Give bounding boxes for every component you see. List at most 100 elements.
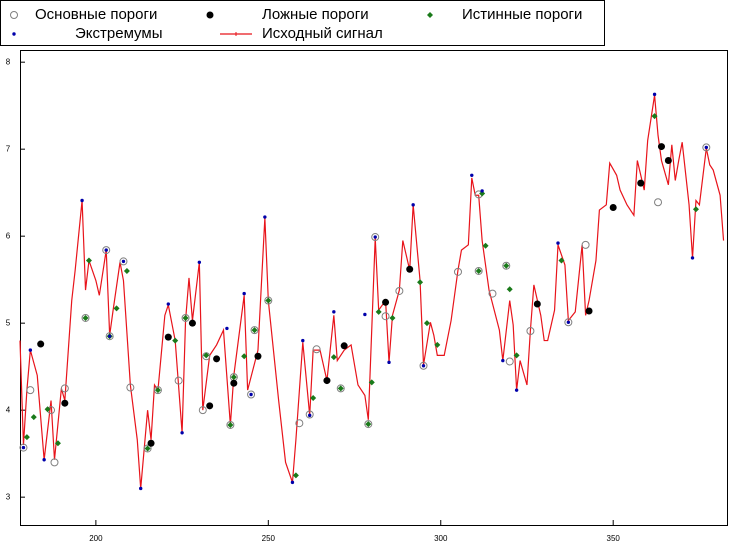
threshold-point [174, 376, 183, 385]
threshold-point [505, 357, 514, 366]
threshold-point [381, 312, 390, 321]
true-threshold-point [154, 387, 161, 394]
false-threshold-point [340, 342, 348, 350]
extremum-point [290, 480, 295, 485]
extremum-point [12, 32, 16, 36]
false-threshold-point [533, 300, 541, 308]
true-threshold-point [337, 385, 344, 392]
true-threshold-point [365, 421, 372, 428]
true-threshold-point [479, 190, 486, 197]
x-tick-label: 250 [262, 534, 276, 543]
true-threshold-point [44, 406, 51, 413]
threshold-point [105, 332, 114, 341]
extremum-point [421, 364, 426, 368]
extremum-point [301, 338, 305, 343]
true-threshold-point [227, 421, 234, 428]
true-threshold-point [123, 267, 130, 274]
true-threshold-point [54, 440, 61, 447]
threshold-point [102, 246, 111, 255]
true-threshold-point [251, 327, 258, 334]
true-threshold-point [692, 206, 699, 213]
extremum-point [411, 203, 415, 207]
false-threshold-point [382, 298, 390, 306]
legend-label: Исходный сигнал [262, 25, 383, 42]
false-threshold-point [61, 399, 69, 407]
extremum-point [332, 310, 336, 314]
true-threshold-point [475, 267, 482, 274]
threshold-point [81, 313, 90, 322]
threshold-point [702, 143, 711, 152]
extremum-point [307, 413, 312, 418]
true-threshold-point [292, 472, 299, 479]
false-threshold-point [188, 319, 196, 327]
true-threshold-point [182, 314, 189, 321]
true-threshold-point [82, 314, 89, 321]
threshold-point [371, 233, 380, 242]
legend-label: Ложные пороги [262, 6, 369, 23]
extremum-point [107, 334, 112, 338]
x-tick-label: 300 [434, 534, 448, 543]
true-threshold-point [375, 308, 382, 315]
x-tick-label: 350 [607, 534, 621, 543]
true-threshold-point [368, 379, 375, 386]
extremum-point [363, 312, 367, 317]
threshold-point [10, 11, 18, 19]
false-threshold-point [609, 203, 617, 211]
threshold-point [143, 444, 152, 453]
false-threshold-point [164, 333, 172, 341]
false-threshold-point [230, 379, 238, 387]
true-threshold-point [651, 113, 658, 120]
true-threshold-point [172, 337, 179, 344]
true-threshold-point [503, 262, 510, 269]
extremum-point [387, 360, 391, 365]
false-threshold-point [206, 11, 214, 19]
threshold-point [250, 326, 259, 335]
threshold-point [26, 386, 35, 395]
threshold-point [19, 443, 28, 452]
true-threshold-point [30, 414, 37, 421]
true-threshold-point [241, 353, 248, 360]
threshold-point [395, 286, 404, 295]
extremum-point [42, 458, 46, 462]
extremum-point [80, 198, 84, 203]
true-threshold-point [482, 242, 489, 249]
extremum-point [470, 173, 474, 177]
extremum-point [263, 215, 267, 219]
true-threshold-point [85, 257, 92, 264]
extremum-point [704, 145, 709, 150]
threshold-point [305, 410, 314, 419]
extremum-point [501, 358, 505, 363]
true-threshold-point [389, 314, 396, 321]
false-threshold-point [213, 355, 221, 363]
threshold-point [364, 420, 373, 429]
threshold-point [564, 318, 573, 327]
extremum-point [652, 92, 657, 97]
threshold-point [181, 313, 190, 322]
false-threshold-point [206, 402, 214, 410]
true-threshold-point [434, 341, 441, 348]
true-threshold-point [113, 305, 120, 312]
false-threshold-point [585, 307, 593, 315]
extremum-point [566, 320, 571, 324]
y-tick-label: 6 [6, 231, 11, 240]
extremum-point [197, 260, 202, 264]
false-threshold-point [637, 179, 645, 187]
false-threshold-point [323, 377, 331, 385]
extremum-point [21, 445, 26, 450]
false-threshold-point [37, 340, 45, 348]
plot-frame [20, 50, 728, 526]
false-threshold-point [657, 143, 665, 151]
threshold-point [312, 345, 321, 354]
true-threshold-point [506, 286, 513, 293]
true-threshold-point [144, 445, 151, 452]
threshold-point [295, 419, 304, 428]
legend-label: Основные пороги [35, 6, 157, 23]
threshold-point [198, 406, 207, 415]
extremum-point [121, 259, 126, 264]
legend-label: Истинные пороги [462, 6, 582, 23]
true-threshold-point [558, 257, 565, 264]
extremum-point [514, 388, 519, 392]
threshold-point [226, 420, 235, 429]
x-tick-label: 200 [89, 534, 103, 543]
